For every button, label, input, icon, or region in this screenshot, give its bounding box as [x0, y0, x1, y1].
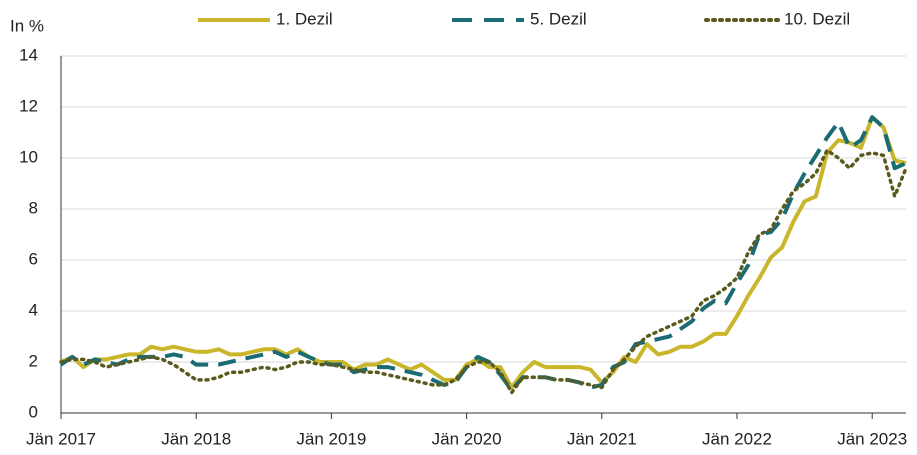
y-axis-label: In %: [10, 16, 44, 35]
x-tick-label: Jän 2019: [296, 429, 366, 448]
series-line: [60, 115, 907, 390]
y-tick-label: 2: [29, 351, 38, 370]
legend-label: 10. Dezil: [784, 9, 850, 28]
x-tick-label: Jän 2022: [702, 429, 772, 448]
y-tick-label: 12: [19, 96, 38, 115]
legend-label: 5. Dezil: [530, 9, 587, 28]
y-tick-label: 4: [29, 300, 38, 319]
x-tick-label: Jän 2023: [837, 429, 907, 448]
y-tick-label: 10: [19, 147, 38, 166]
y-tick-label: 8: [29, 198, 38, 217]
x-tick-label: Jän 2020: [432, 429, 502, 448]
x-tick-label: Jän 2017: [26, 429, 96, 448]
legend-label: 1. Dezil: [276, 9, 333, 28]
y-tick-label: 14: [19, 45, 38, 64]
x-tick-label: Jän 2018: [161, 429, 231, 448]
y-tick-label: 6: [29, 249, 38, 268]
y-tick-label: 0: [29, 402, 38, 421]
x-tick-label: Jän 2021: [567, 429, 637, 448]
series-line: [59, 148, 908, 395]
series-line: [59, 115, 907, 393]
